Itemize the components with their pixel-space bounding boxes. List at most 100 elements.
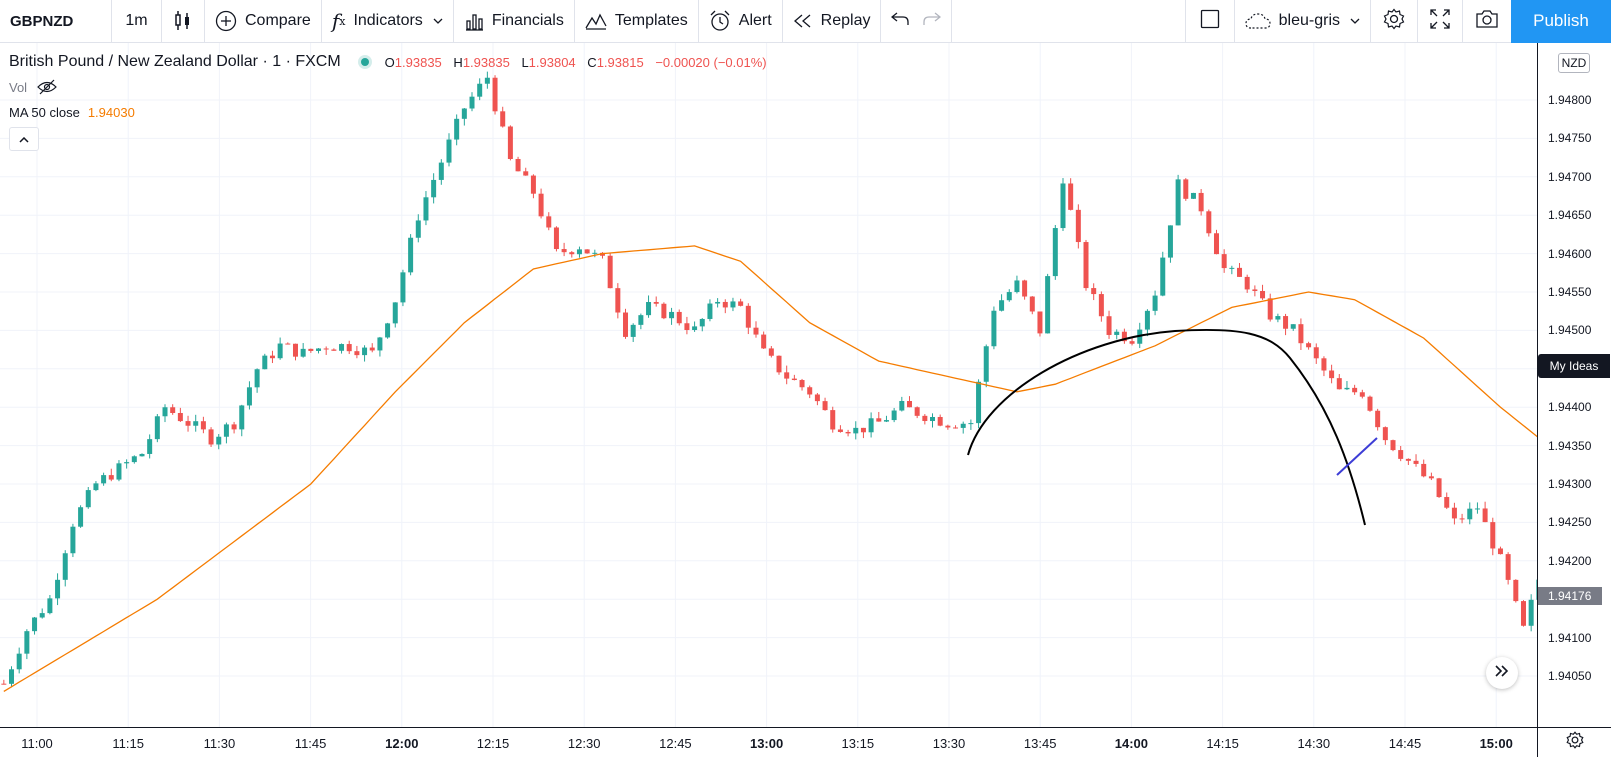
- candle-body: [1444, 497, 1450, 508]
- candle-body: [285, 343, 291, 345]
- time-axis[interactable]: 11:00 11:15 11:30 11:45 12:00 12:15 12:30 12:45…: [0, 727, 1537, 757]
- candle-body: [922, 415, 928, 422]
- candle-body: [116, 463, 122, 480]
- candle-body: [124, 462, 130, 464]
- candle-body: [1367, 396, 1373, 411]
- candle-body: [523, 171, 529, 176]
- interval-button[interactable]: 1m: [112, 0, 162, 43]
- price-tick-label: 1.94500: [1548, 323, 1592, 338]
- candle-body: [108, 475, 114, 480]
- candle-body: [308, 348, 314, 351]
- candle-body: [39, 613, 45, 618]
- candle-body: [277, 343, 283, 359]
- candle-body: [323, 348, 329, 350]
- candle-body: [62, 553, 68, 580]
- candle-body: [477, 83, 483, 97]
- candle-body: [300, 348, 306, 357]
- candle-body: [500, 111, 506, 127]
- fullscreen-chart-button[interactable]: [1186, 0, 1235, 43]
- my-ideas-button[interactable]: My Ideas: [1538, 354, 1610, 378]
- candle-body: [1022, 280, 1028, 297]
- candle-body: [830, 410, 836, 430]
- low-label: L: [521, 54, 529, 70]
- candle-body: [16, 653, 22, 670]
- candle-body: [1321, 358, 1327, 371]
- candle-body: [1106, 316, 1112, 335]
- candle-body: [1006, 292, 1012, 301]
- price-chart-canvas[interactable]: [0, 43, 1537, 727]
- candle-body: [822, 401, 828, 411]
- compare-button[interactable]: Compare: [205, 0, 322, 43]
- candle-body: [1436, 478, 1442, 498]
- candle-body: [1421, 463, 1427, 477]
- candle-body: [607, 255, 613, 289]
- volume-legend-row[interactable]: Vol: [9, 78, 775, 96]
- candle-body: [154, 416, 160, 440]
- candle-body: [1536, 579, 1537, 600]
- snapshot-button[interactable]: [1463, 0, 1511, 43]
- price-axis[interactable]: 1.94800 1.94750 1.94700 1.94650 1.94600 1.945…: [1537, 43, 1611, 727]
- legend-collapse-button[interactable]: [9, 127, 39, 151]
- series-title[interactable]: British Pound / New Zealand Dollar · 1 ·…: [9, 53, 341, 70]
- candle-body: [223, 424, 229, 437]
- candle-body: [131, 456, 137, 463]
- financials-label: Financials: [491, 12, 564, 29]
- candle-body: [515, 158, 521, 172]
- cloud-icon: [1245, 12, 1271, 30]
- candle-body: [162, 407, 168, 417]
- axis-settings-button[interactable]: [1537, 727, 1611, 757]
- symbol-search-button[interactable]: GBPNZD: [0, 0, 112, 43]
- drawn-arc-annotation[interactable]: [967, 328, 1366, 526]
- candle-body: [461, 108, 467, 119]
- candle-body: [953, 427, 959, 429]
- candle-body: [1, 683, 7, 685]
- replay-button[interactable]: Replay: [783, 0, 882, 43]
- currency-label[interactable]: NZD: [1558, 53, 1590, 73]
- candle-body: [1451, 507, 1457, 519]
- alert-button[interactable]: Alert: [699, 0, 783, 43]
- candle-body: [1306, 343, 1312, 348]
- candlestick-series: [1, 71, 1537, 688]
- price-tick-label: 1.94750: [1548, 131, 1592, 146]
- candle-body: [630, 324, 636, 337]
- candle-body: [623, 312, 629, 337]
- price-tick-label: 1.94600: [1548, 246, 1592, 261]
- templates-icon: [585, 12, 607, 30]
- open-label: O: [384, 54, 395, 70]
- ohlc-values: O1.93835 H1.93835 L1.93804 C1.93815 −0.0…: [385, 55, 775, 70]
- candle-body: [438, 162, 444, 180]
- candle-body: [991, 310, 997, 347]
- candle-body: [530, 175, 536, 194]
- chart-style-button[interactable]: [162, 0, 205, 43]
- templates-button[interactable]: Templates: [575, 0, 699, 43]
- time-tick-label: 12:30: [567, 736, 601, 751]
- candle-body: [208, 429, 214, 445]
- candle-body: [1474, 508, 1480, 510]
- settings-button[interactable]: [1371, 0, 1418, 43]
- redo-icon[interactable]: [923, 11, 942, 31]
- candle-body: [722, 301, 728, 308]
- layout-menu-button[interactable]: bleu-gris: [1235, 0, 1371, 43]
- candle-body: [354, 351, 360, 356]
- drawn-trend-line[interactable]: [1336, 437, 1378, 476]
- time-tick-label: 15:00: [1479, 736, 1513, 751]
- fullscreen-button[interactable]: [1418, 0, 1463, 43]
- candle-body: [999, 300, 1005, 311]
- scroll-to-realtime-button[interactable]: [1486, 657, 1518, 689]
- open-value: 1.93835: [394, 54, 442, 70]
- candle-body: [1505, 554, 1511, 580]
- candle-body: [262, 355, 268, 370]
- publish-button[interactable]: Publish: [1511, 0, 1611, 43]
- candle-body: [385, 323, 391, 338]
- market-status-dot: [360, 58, 369, 66]
- candle-body: [1083, 242, 1089, 289]
- candle-body: [185, 421, 191, 426]
- price-tick-label: 1.94200: [1548, 553, 1592, 568]
- financials-button[interactable]: Financials: [454, 0, 575, 43]
- undo-icon[interactable]: [891, 11, 910, 31]
- chevron-down-icon: [1350, 18, 1360, 24]
- ma-legend-row[interactable]: MA 50 close 1.94030: [9, 103, 775, 121]
- eye-hidden-icon[interactable]: [37, 79, 57, 95]
